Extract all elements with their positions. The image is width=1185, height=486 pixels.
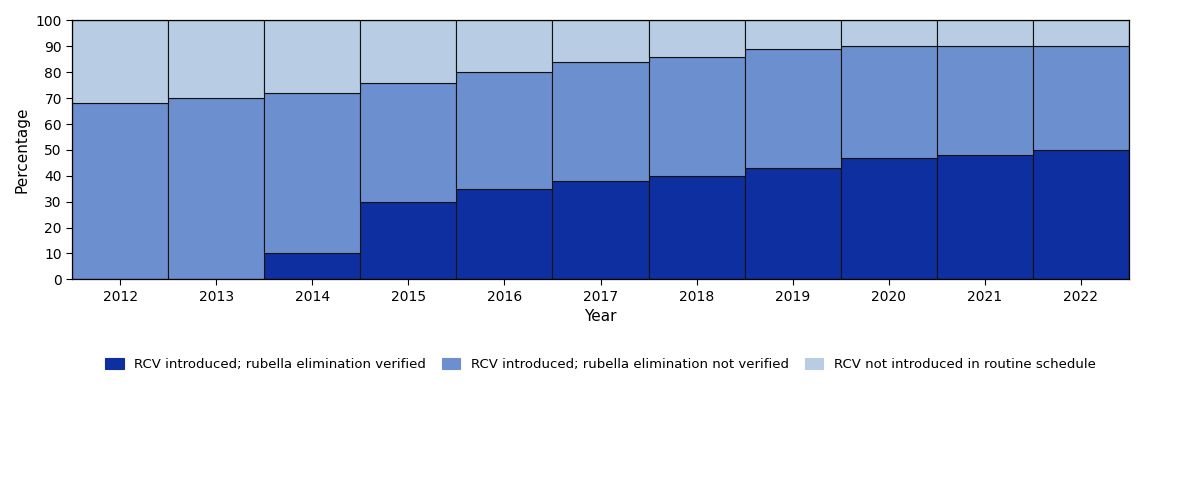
Bar [552, 62, 648, 181]
Bar [840, 157, 936, 279]
Bar [936, 46, 1032, 155]
Legend: RCV introduced; rubella elimination verified, RCV introduced; rubella eliminatio: RCV introduced; rubella elimination veri… [100, 353, 1101, 376]
Bar [360, 20, 456, 83]
Bar [1032, 150, 1128, 279]
X-axis label: Year: Year [584, 309, 616, 324]
Bar [552, 20, 648, 62]
Bar [264, 20, 360, 93]
Bar [72, 104, 168, 279]
Bar [168, 20, 264, 98]
Bar [936, 20, 1032, 46]
Bar [840, 46, 936, 157]
Bar [936, 155, 1032, 279]
Bar [264, 253, 360, 279]
Bar [360, 83, 456, 202]
Bar [72, 20, 168, 104]
Bar [360, 202, 456, 279]
Bar [456, 20, 552, 72]
Bar [1032, 46, 1128, 150]
Bar [648, 176, 744, 279]
Bar [168, 98, 264, 279]
Bar [744, 168, 840, 279]
Bar [456, 189, 552, 279]
Bar [456, 72, 552, 189]
Bar [648, 57, 744, 176]
Bar [552, 181, 648, 279]
Bar [264, 93, 360, 253]
Y-axis label: Percentage: Percentage [15, 106, 30, 193]
Bar [744, 49, 840, 168]
Bar [1032, 20, 1128, 46]
Bar [840, 20, 936, 46]
Bar [648, 20, 744, 57]
Bar [744, 20, 840, 49]
